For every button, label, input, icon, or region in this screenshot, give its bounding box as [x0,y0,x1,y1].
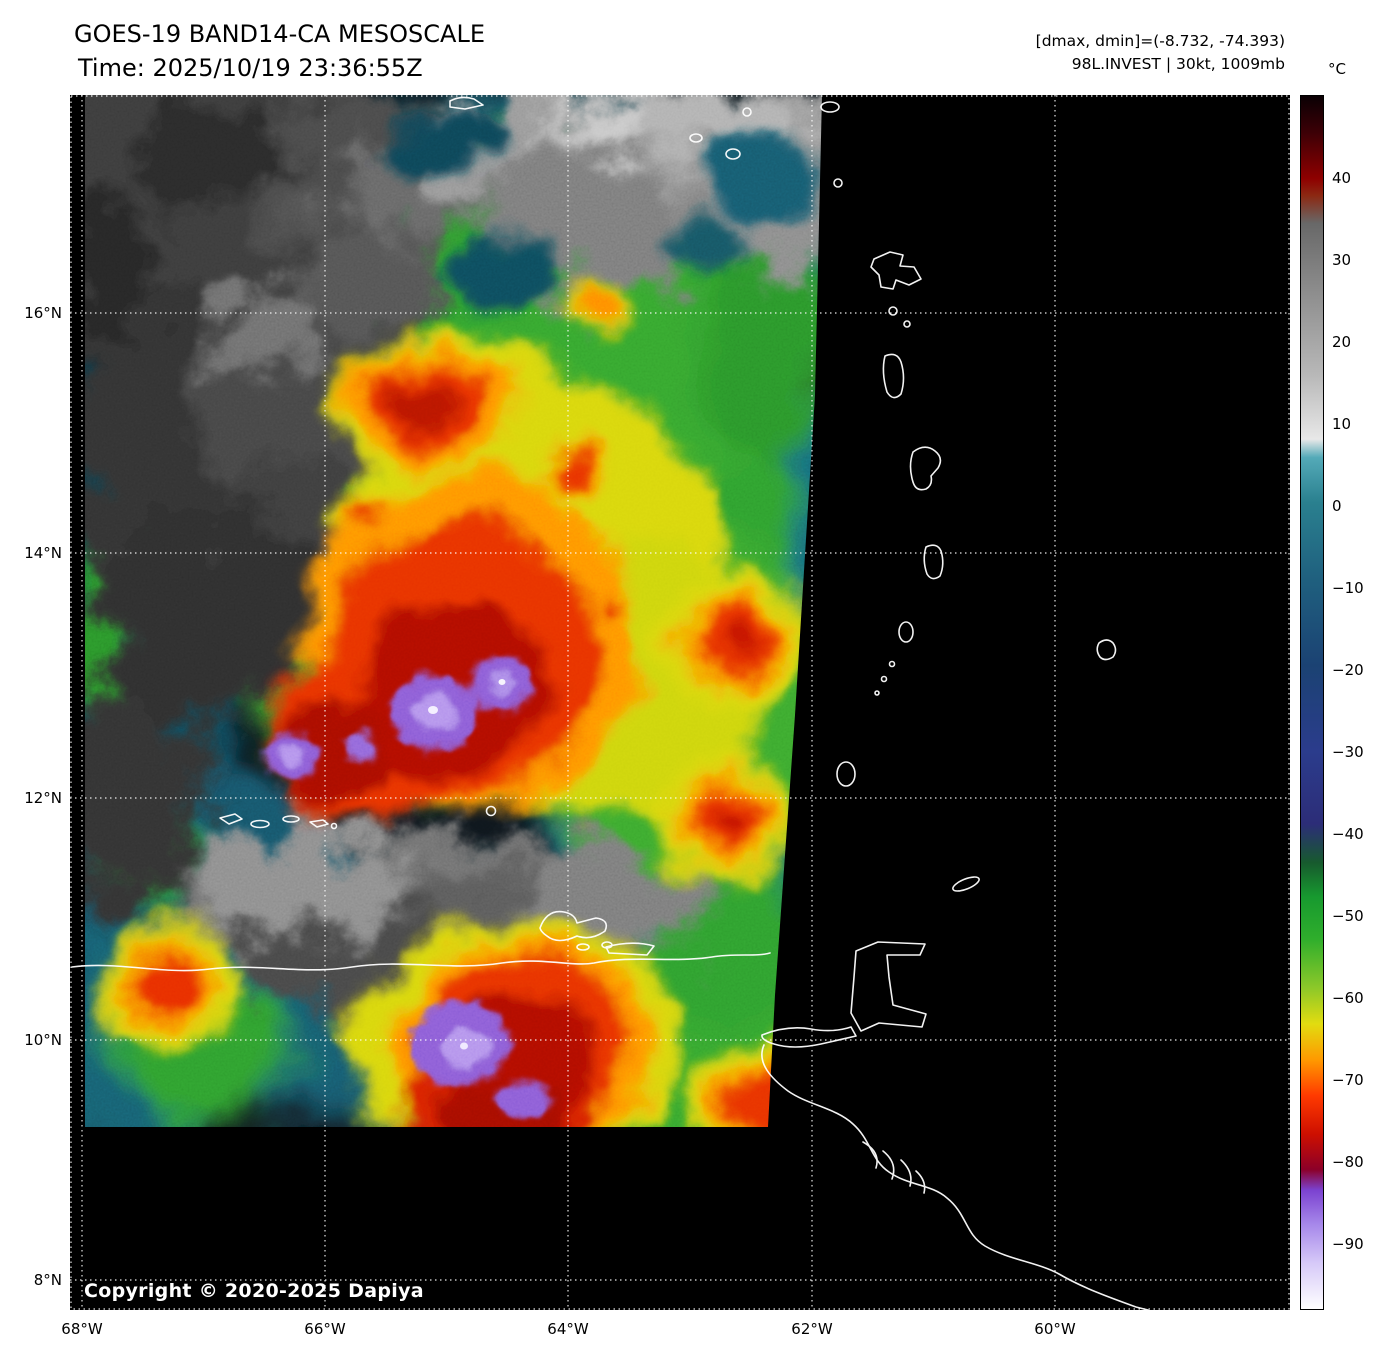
island-outline [761,1026,857,1048]
lon-tick-label: 64°W [547,1320,589,1338]
coastlines [71,96,1149,1310]
island-outline [576,943,590,951]
island-outline [874,690,880,696]
island-outline [219,813,243,825]
coastline-path [761,1044,1149,1310]
colorbar-tick-label: 20 [1332,333,1352,351]
lat-tick-label: 8°N [33,1271,62,1289]
island-outline [888,306,898,316]
product-title: GOES-19 BAND14-CA MESOSCALE [74,20,485,48]
colorbar-tick-label: −80 [1332,1153,1364,1171]
island-outline [725,148,741,160]
grid-lines [70,95,1290,1310]
island-outline [1096,639,1117,661]
coastline-path [862,1141,926,1194]
colorbar-tick-label: −90 [1332,1235,1364,1253]
satellite-imagery [70,95,1290,1310]
island-outline [689,133,703,143]
island-outline [880,675,888,683]
island-outline [250,819,270,829]
island-outline [601,941,613,949]
lon-tick-label: 66°W [304,1320,346,1338]
lon-tick-label: 62°W [791,1320,833,1338]
colorbar-tick-label: 40 [1332,169,1352,187]
island-outline [449,96,484,110]
island-outline [882,353,905,399]
island-outline [903,320,911,328]
coastline-path [71,952,771,972]
island-outline [309,819,329,828]
lon-tick-label: 68°W [61,1320,103,1338]
colorbar-tick-label: −10 [1332,579,1364,597]
island-outline [898,621,914,643]
island-outline [952,876,980,892]
timestamp-label: Time: 2025/10/19 23:36:55Z [78,54,423,82]
island-outline [485,805,497,817]
island-outline [888,660,896,668]
lat-tick-label: 12°N [24,789,62,807]
island-outline [833,178,843,188]
colorbar-unit-label: °C [1328,60,1346,78]
island-outline [742,107,752,117]
colorbar-tick-label: 10 [1332,415,1352,433]
island-outline [836,761,856,787]
lat-tick-label: 14°N [24,544,62,562]
colorbar-tick-label: 30 [1332,251,1352,269]
colorbar-tick-label: 0 [1332,497,1342,515]
colorbar-tick-label: −40 [1332,825,1364,843]
colorbar-tick-label: −20 [1332,661,1364,679]
colorbar-tick-label: −60 [1332,989,1364,1007]
island-outline [850,941,927,1032]
colorbar [1300,95,1324,1310]
island-outline [539,910,608,942]
island-outline [820,101,840,113]
colorbar-tick-label: −70 [1332,1071,1364,1089]
lon-tick-label: 60°W [1034,1320,1076,1338]
island-outline [605,942,655,956]
island-outline [870,251,922,290]
copyright-watermark: Copyright © 2020-2025 Dapiya [84,1280,424,1302]
lat-tick-label: 10°N [24,1031,62,1049]
island-outline [909,446,942,491]
storm-info-readout: 98L.INVEST | 30kt, 1009mb [1071,55,1285,73]
map-plot: Copyright © 2020-2025 Dapiya [70,95,1290,1310]
island-outline [330,822,338,830]
island-outline [923,544,944,580]
colorbar-tick-label: −30 [1332,743,1364,761]
lat-tick-label: 16°N [24,304,62,322]
dmax-dmin-readout: [dmax, dmin]=(-8.732, -74.393) [1035,32,1285,50]
island-outline [282,815,300,823]
colorbar-tick-label: −50 [1332,907,1364,925]
